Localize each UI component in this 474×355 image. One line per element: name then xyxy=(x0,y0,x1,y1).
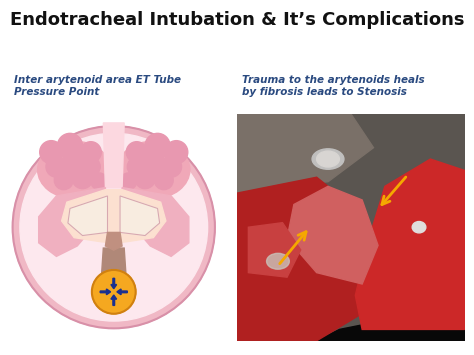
Polygon shape xyxy=(68,196,108,235)
Polygon shape xyxy=(248,223,301,277)
Text: Trauma to the arytenoids heals
by fibrosis leads to Stenosis: Trauma to the arytenoids heals by fibros… xyxy=(242,75,424,97)
Circle shape xyxy=(142,151,165,174)
Circle shape xyxy=(63,151,86,174)
Polygon shape xyxy=(101,248,126,285)
Circle shape xyxy=(82,157,100,176)
Ellipse shape xyxy=(37,141,110,198)
Circle shape xyxy=(128,157,146,176)
Ellipse shape xyxy=(312,149,344,169)
Circle shape xyxy=(57,133,82,158)
Polygon shape xyxy=(317,307,465,341)
Circle shape xyxy=(72,168,93,189)
FancyArrow shape xyxy=(117,289,128,295)
FancyArrow shape xyxy=(100,289,110,295)
Polygon shape xyxy=(103,123,124,187)
Polygon shape xyxy=(105,233,122,250)
Ellipse shape xyxy=(317,151,339,167)
Circle shape xyxy=(91,173,108,190)
Polygon shape xyxy=(62,190,166,243)
Circle shape xyxy=(145,133,170,158)
Circle shape xyxy=(20,133,208,321)
Circle shape xyxy=(55,171,73,190)
Ellipse shape xyxy=(117,141,190,198)
Circle shape xyxy=(120,173,137,190)
Polygon shape xyxy=(356,159,465,329)
Circle shape xyxy=(126,142,147,163)
Text: Inter arytenoid area ET Tube
Pressure Point: Inter arytenoid area ET Tube Pressure Po… xyxy=(14,75,181,97)
Polygon shape xyxy=(237,114,465,341)
Circle shape xyxy=(135,168,155,189)
Polygon shape xyxy=(287,186,378,284)
FancyArrow shape xyxy=(111,278,117,289)
Polygon shape xyxy=(122,187,189,256)
Circle shape xyxy=(92,270,136,314)
Polygon shape xyxy=(120,196,160,235)
Polygon shape xyxy=(237,177,374,341)
Polygon shape xyxy=(237,114,374,193)
Circle shape xyxy=(155,171,173,190)
Circle shape xyxy=(81,142,101,163)
Circle shape xyxy=(165,141,188,164)
Circle shape xyxy=(13,126,215,328)
Text: Endotracheal Intubation & It’s Complications: Endotracheal Intubation & It’s Complicat… xyxy=(10,11,464,29)
Polygon shape xyxy=(39,187,105,256)
Circle shape xyxy=(46,156,67,177)
Ellipse shape xyxy=(412,222,426,233)
FancyArrow shape xyxy=(111,295,117,305)
Circle shape xyxy=(161,156,182,177)
Circle shape xyxy=(40,141,63,164)
Ellipse shape xyxy=(266,253,289,269)
